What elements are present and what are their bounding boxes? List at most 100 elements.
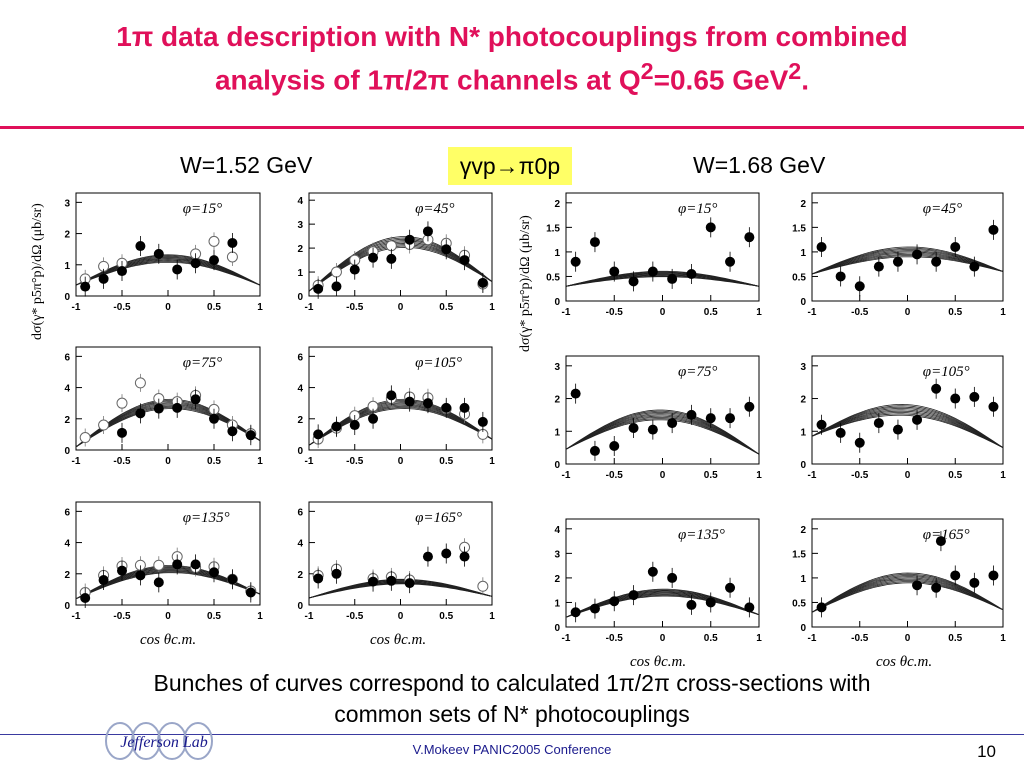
x-tick-label: 1 — [1000, 307, 1006, 318]
x-tick-label: -1 — [808, 633, 817, 644]
model-curve — [811, 578, 1004, 613]
y-tick-label: 1.5 — [546, 223, 560, 234]
y-tick-label: 2 — [297, 570, 303, 581]
y-tick-label: 3 — [554, 362, 560, 373]
data-point-filled — [209, 255, 219, 266]
data-point-filled — [227, 237, 238, 248]
data-point-open — [208, 235, 220, 247]
x-tick-label: 0.5 — [439, 611, 453, 622]
x-tick-label: 0 — [165, 302, 171, 313]
data-point-filled — [725, 582, 736, 593]
y-tick-label: 2 — [800, 395, 806, 406]
data-point-filled — [628, 276, 639, 287]
panel-6: 0 2 4 6 -1 -0.5 0 0.5 1 φ=165° — [297, 501, 495, 622]
data-point-filled — [368, 576, 379, 587]
curve-bunch — [75, 254, 261, 286]
x-tick-label: 0 — [905, 470, 911, 481]
x-axis-label-3: cos θc.m. — [630, 654, 687, 670]
data-point-filled — [854, 437, 865, 448]
model-curve — [811, 403, 1004, 448]
curve-bunch — [811, 246, 1004, 275]
x-tick-label: 0 — [660, 470, 666, 481]
data-point-filled — [892, 256, 903, 267]
y-tick-label: 4 — [297, 196, 303, 207]
data-point-filled — [135, 408, 146, 419]
y-tick-label: 2 — [800, 199, 806, 210]
data-point-filled — [459, 402, 470, 413]
data-point-filled — [209, 567, 219, 578]
data-point-filled — [667, 418, 678, 429]
x-tick-label: -0.5 — [113, 302, 131, 313]
data-point-filled — [873, 261, 884, 272]
model-curve — [565, 410, 760, 455]
model-curve — [565, 414, 760, 455]
y-tick-label: 1 — [554, 427, 560, 438]
data-point-filled — [969, 261, 980, 272]
data-point-filled — [386, 390, 397, 401]
x-tick-label: 1 — [756, 633, 762, 644]
y-tick-label: 0 — [554, 460, 560, 471]
y-tick-label: 0 — [297, 292, 303, 303]
data-point-filled — [744, 602, 755, 613]
model-curve — [811, 582, 1004, 613]
data-point-filled — [404, 578, 415, 589]
y-tick-label: 1 — [800, 574, 806, 585]
model-curve — [75, 261, 261, 286]
model-curve — [811, 409, 1004, 448]
data-point-filled — [209, 413, 219, 424]
data-point-filled — [422, 226, 433, 237]
x-tick-label: 1 — [489, 611, 495, 622]
title-line-2-end: . — [801, 64, 810, 96]
model-curve — [811, 410, 1004, 448]
model-curve — [811, 249, 1004, 275]
y-tick-label: 1.5 — [792, 549, 806, 560]
data-point-filled — [725, 413, 736, 424]
data-point-filled — [686, 409, 697, 420]
data-point-filled — [227, 574, 238, 585]
data-point-filled — [950, 570, 961, 581]
data-point-filled — [331, 568, 342, 579]
y-tick-label: 0 — [800, 297, 806, 308]
data-point-filled — [313, 283, 324, 294]
model-curve — [565, 416, 760, 455]
x-tick-label: -1 — [72, 611, 81, 622]
y-tick-label: 0 — [554, 297, 560, 308]
x-tick-label: 0.5 — [207, 611, 221, 622]
data-point-filled — [912, 580, 923, 591]
curve-bunch — [811, 572, 1004, 613]
data-point-open — [226, 251, 238, 263]
x-tick-label: 0 — [660, 307, 666, 318]
y-tick-label: 0.5 — [546, 272, 560, 283]
data-point-filled — [912, 249, 923, 260]
x-tick-label: 0.5 — [948, 470, 962, 481]
title-line-2-text: analysis of 1π/2π channels at Q — [214, 64, 641, 96]
x-tick-label: -0.5 — [606, 470, 624, 481]
model-curve — [811, 246, 1004, 275]
y-tick-label: 0 — [64, 292, 70, 303]
x-tick-label: 1 — [1000, 633, 1006, 644]
w-right-label: W=1.68 GeV — [693, 152, 826, 178]
model-curve — [811, 414, 1004, 448]
x-tick-label: 1 — [489, 456, 495, 467]
data-point-filled — [153, 248, 164, 259]
data-point-filled — [313, 573, 324, 584]
data-point-filled — [609, 266, 620, 277]
x-axis-label-1: cos θc.m. — [140, 632, 197, 648]
data-point-filled — [441, 402, 452, 413]
x-tick-label: -0.5 — [346, 611, 364, 622]
model-curve — [75, 257, 261, 286]
data-point-filled — [705, 413, 716, 424]
x-tick-label: 0.5 — [439, 302, 453, 313]
data-point-filled — [854, 281, 865, 292]
x-tick-label: -0.5 — [851, 633, 869, 644]
caption-line-2: common sets of N* photocouplings — [334, 701, 690, 727]
data-point-filled — [98, 575, 109, 586]
data-point-filled — [647, 566, 658, 577]
model-curve — [811, 572, 1004, 613]
model-curve — [565, 412, 760, 455]
model-curve — [811, 412, 1004, 448]
data-point-filled — [570, 256, 581, 267]
panel-10: 0 1 2 3 -1 -0.5 0 0.5 1 φ=105° — [800, 355, 1006, 481]
model-curve — [565, 590, 760, 618]
